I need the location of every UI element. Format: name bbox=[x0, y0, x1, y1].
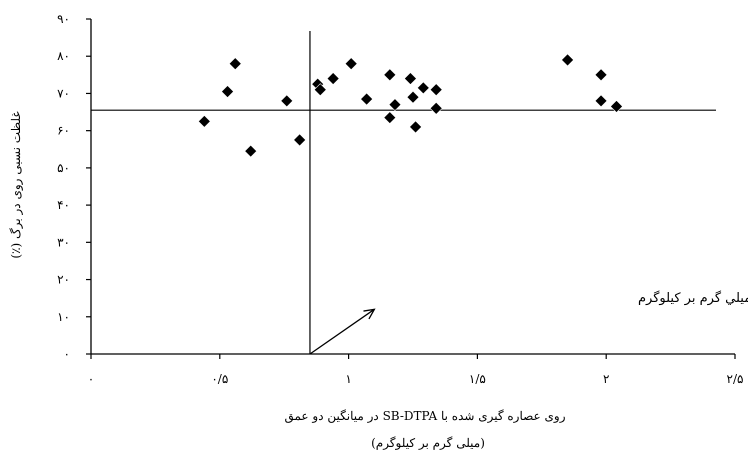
annotation-arrow-head bbox=[363, 308, 376, 320]
x-tick-label: ۱/۵ bbox=[469, 372, 486, 386]
y-tick-label: ۴۰ bbox=[57, 198, 70, 212]
critical-level-annotation: حد بحراني= ۰/۸۵ ميلي گرم بر كيلوگرم bbox=[638, 290, 748, 306]
data-point bbox=[429, 101, 443, 115]
y-tick-label: ۶۰ bbox=[57, 124, 70, 138]
data-point bbox=[403, 72, 417, 85]
data-point bbox=[561, 53, 574, 67]
data-point bbox=[594, 94, 608, 108]
x-tick-label: ۰ bbox=[88, 372, 94, 386]
data-points bbox=[197, 53, 623, 158]
annotation-layer bbox=[309, 308, 376, 355]
data-point bbox=[326, 72, 340, 85]
y-tick-label: ۱۰ bbox=[57, 310, 70, 324]
annotation-arrow-line bbox=[309, 308, 375, 355]
data-point bbox=[388, 98, 402, 112]
data-point bbox=[244, 144, 258, 158]
y-tick-label: ۸۰ bbox=[57, 49, 70, 63]
y-tick-label: ۲۰ bbox=[57, 273, 70, 287]
x-tick-label: ۱ bbox=[345, 372, 351, 386]
data-point bbox=[313, 83, 327, 97]
data-point bbox=[228, 57, 242, 71]
y-tick-label: ۰ bbox=[64, 347, 70, 361]
y-tick-label: ۷۰ bbox=[57, 86, 70, 100]
data-point bbox=[360, 92, 374, 106]
x-axis-label: روی عصاره گیری شده با SB-DTPA در میانگین… bbox=[284, 409, 565, 423]
data-point bbox=[406, 90, 420, 104]
data-point bbox=[416, 81, 430, 95]
x-tick-label: ۲/۵ bbox=[727, 372, 744, 386]
data-point bbox=[409, 120, 423, 134]
data-point bbox=[197, 114, 211, 128]
data-point bbox=[383, 68, 397, 82]
data-point bbox=[594, 68, 608, 82]
data-point bbox=[429, 83, 443, 97]
data-point bbox=[293, 133, 307, 147]
x-tick-label: ۲ bbox=[603, 372, 609, 386]
y-tick-label: ۳۰ bbox=[57, 235, 70, 249]
x-tick-label: ۰/۵ bbox=[211, 372, 228, 386]
data-point bbox=[383, 111, 397, 125]
critical-level-lines bbox=[91, 31, 716, 354]
axes: ۰ ۱۰ ۲۰ ۳۰ ۴۰ ۵۰ ۶۰ ۷۰ ۸۰ ۹۰ ۰ ۰/۵ ۱ ۱/۵ ۲ ۲/۵ bbox=[57, 12, 743, 386]
y-axis-label: غلظت نسبی روی در برگ (٪) bbox=[9, 111, 23, 258]
data-point bbox=[280, 94, 294, 108]
data-point bbox=[344, 57, 358, 71]
data-point bbox=[221, 85, 234, 99]
data-point bbox=[610, 100, 623, 113]
y-tick-label: ۹۰ bbox=[57, 12, 70, 26]
x-axis-unit-label: (میلی گرم بر کیلوگرم) bbox=[371, 436, 485, 450]
y-tick-label: ۵۰ bbox=[57, 161, 70, 175]
